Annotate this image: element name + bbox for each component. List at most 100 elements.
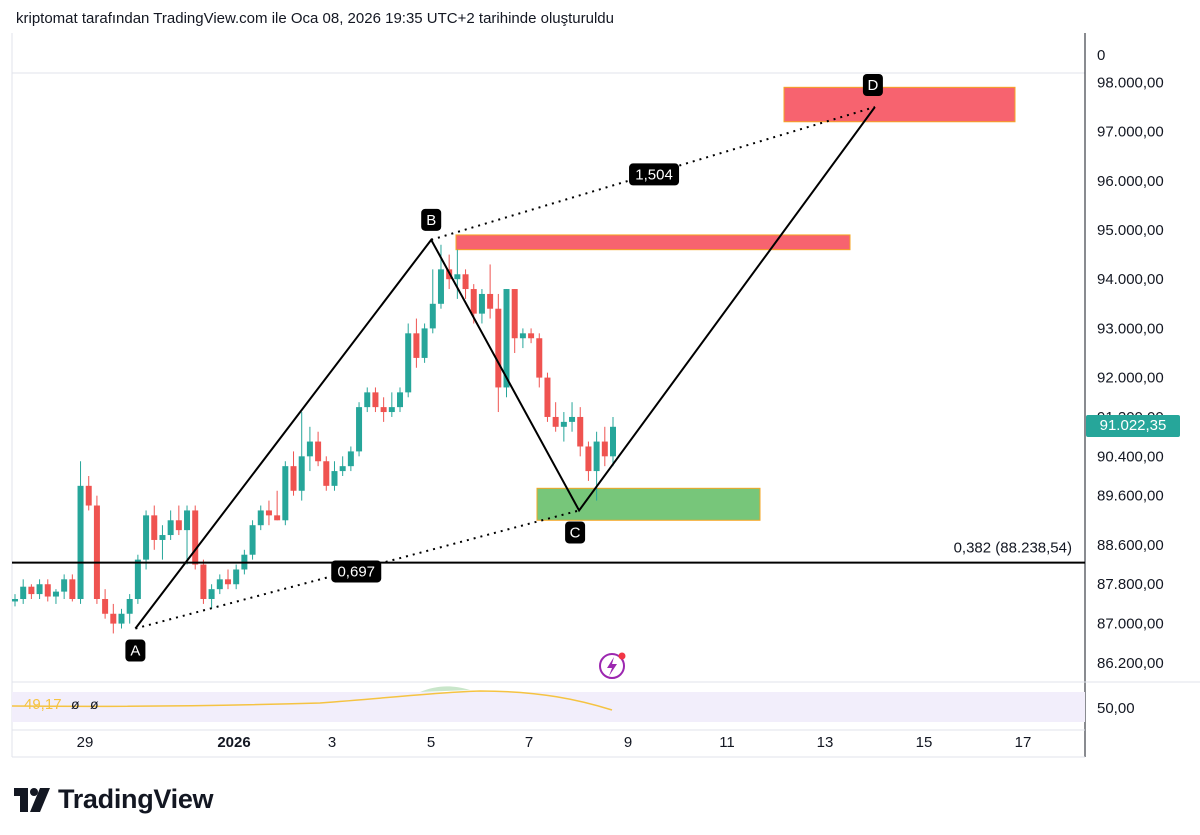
point-c-label-bg — [565, 521, 586, 544]
candle-body — [478, 293, 485, 314]
time-label: 2026 — [217, 734, 250, 751]
rsi-value: 49,17 — [24, 696, 62, 713]
tradingview-logo[interactable]: TradingView — [14, 784, 214, 815]
candle-body — [610, 426, 616, 457]
candle-body — [405, 333, 412, 393]
candle-body — [601, 441, 608, 457]
candle-body — [77, 485, 84, 599]
candle-body — [519, 333, 526, 339]
point-a-label: A — [125, 639, 146, 662]
point-c-label: C — [565, 521, 586, 544]
candle-body — [61, 579, 68, 592]
candle-body — [495, 308, 502, 388]
rsi-band — [12, 692, 1085, 722]
candle-body — [118, 613, 125, 624]
ratio-ac-label-bg — [331, 560, 382, 583]
resistance-zone — [783, 86, 1016, 123]
candle-body — [274, 515, 281, 521]
candle-body — [298, 456, 305, 491]
candle-body — [372, 392, 379, 408]
candle-body — [249, 525, 256, 555]
candle-body — [134, 559, 141, 599]
candle-body — [208, 589, 215, 599]
candle-body — [323, 461, 330, 486]
candle-body — [470, 289, 477, 314]
candle-body — [12, 599, 18, 602]
candle-body — [151, 515, 158, 540]
indicator-axis-label: 50,00 — [1097, 700, 1135, 717]
price-label: 93.000,00 — [1097, 320, 1164, 337]
candle-body — [102, 599, 109, 614]
rsi-line — [11, 690, 613, 711]
time-label: 29 — [77, 734, 94, 751]
candle-body — [159, 535, 166, 540]
time-label: 13 — [817, 734, 834, 751]
candle-body — [454, 274, 461, 280]
candle-body — [462, 274, 469, 290]
time-label: 15 — [916, 734, 933, 751]
candle-body — [110, 613, 117, 624]
price-label: 98.000,00 — [1097, 74, 1164, 91]
time-label: 11 — [719, 734, 735, 751]
candle-body — [306, 441, 313, 457]
candle-body — [85, 485, 92, 506]
time-label: 17 — [1015, 734, 1032, 751]
candle-body — [184, 510, 191, 531]
candle-body — [28, 586, 35, 595]
point-d-label: D — [862, 74, 883, 96]
point-c-label-text: C — [570, 524, 581, 541]
time-label: 7 — [525, 734, 533, 751]
candle-body — [290, 466, 297, 491]
candle-body — [224, 579, 231, 585]
candle-body — [233, 569, 240, 585]
time-label: 5 — [427, 734, 435, 751]
candle-body — [577, 416, 584, 447]
price-label: 86.200,00 — [1097, 655, 1164, 672]
candle-body — [339, 466, 346, 472]
price-label: 97.000,00 — [1097, 124, 1164, 141]
candle-body — [347, 451, 354, 467]
candle-body — [429, 303, 436, 329]
time-label: 9 — [624, 734, 632, 751]
price-label: 96.000,00 — [1097, 173, 1164, 190]
point-a-label-bg — [125, 639, 146, 662]
price-label: 87.800,00 — [1097, 576, 1164, 593]
candle-body — [175, 520, 182, 531]
candle-body — [356, 407, 363, 452]
candle-body — [413, 333, 420, 358]
fib-level-label: 0,382 (88.238,54) — [954, 540, 1072, 557]
point-b-label-text: B — [426, 212, 436, 229]
ratio-bd-label-bg — [629, 163, 680, 186]
candle-body — [257, 510, 264, 526]
point-d-label-bg — [862, 74, 883, 96]
price-label: 87.000,00 — [1097, 616, 1164, 633]
candle-body — [282, 466, 289, 521]
candle-body — [552, 416, 559, 427]
point-d-label-text: D — [867, 77, 878, 94]
time-label: 3 — [328, 734, 336, 751]
candle-body — [265, 510, 272, 516]
candle-body — [69, 579, 76, 599]
candle-body — [503, 289, 510, 388]
candle-body — [216, 579, 223, 590]
candle-body — [487, 293, 494, 309]
price-label: 94.000,00 — [1097, 271, 1164, 288]
price-label: 89.600,00 — [1097, 488, 1164, 505]
support-zone — [536, 487, 761, 521]
ratio-ac-label: 0,697 — [331, 560, 382, 583]
candle-body — [511, 289, 518, 339]
candle-body — [380, 407, 387, 413]
resistance-zone — [455, 234, 851, 251]
price-label: 95.000,00 — [1097, 222, 1164, 239]
chart-caption: kriptomat tarafından TradingView.com ile… — [16, 10, 614, 27]
tradingview-logo-icon — [14, 787, 50, 812]
point-b-label-bg — [421, 208, 442, 231]
candle-body — [331, 471, 338, 486]
price-label-top: 0 — [1097, 47, 1105, 64]
abcd-pattern-line — [134, 106, 876, 630]
candle-body — [315, 441, 322, 462]
point-a-label-text: A — [130, 643, 140, 660]
lightning-icon[interactable] — [599, 652, 626, 679]
candle-body — [364, 392, 371, 408]
